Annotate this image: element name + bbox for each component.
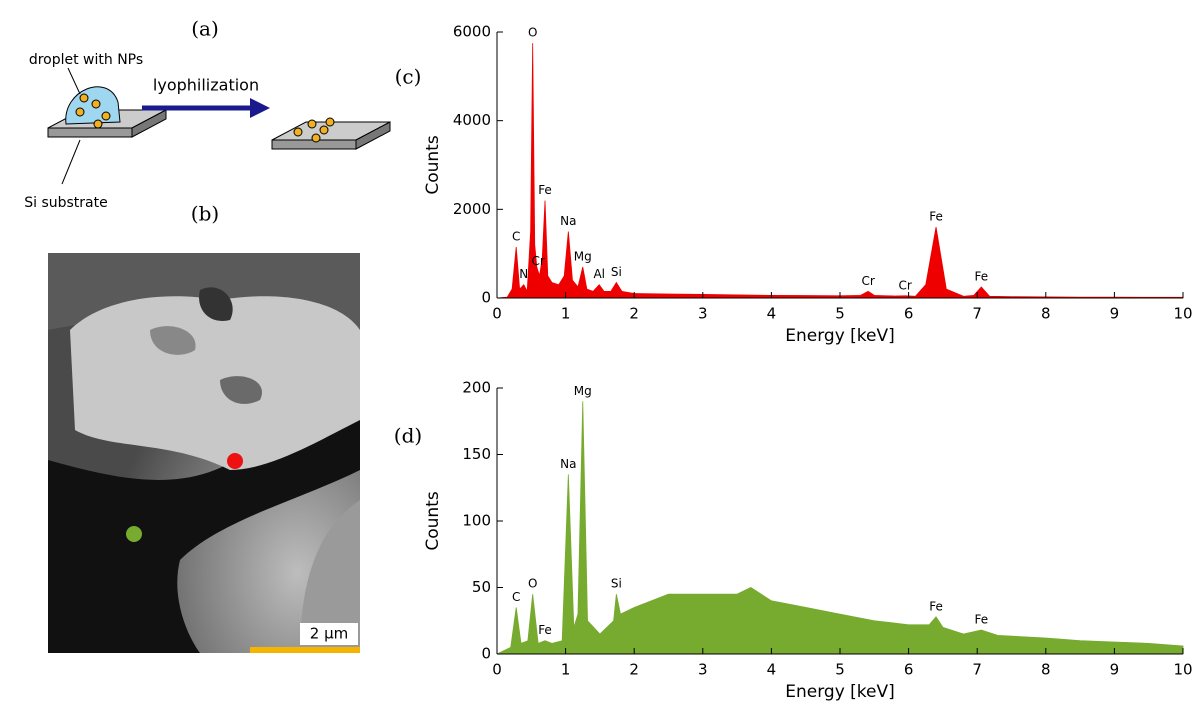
y-tick-label: 2000 bbox=[453, 200, 491, 218]
y-axis-label: Counts bbox=[423, 491, 443, 550]
x-axis-label: Energy [keV] bbox=[785, 682, 895, 702]
panel-label: (c) bbox=[395, 65, 422, 89]
peak-label: Cr bbox=[899, 278, 912, 292]
panel-label: (a) bbox=[191, 17, 219, 41]
y-tick-label: 150 bbox=[462, 445, 491, 463]
peak-label: Mg bbox=[574, 384, 592, 398]
peak-label: Fe bbox=[974, 269, 988, 283]
peak-label: Fe bbox=[538, 623, 552, 637]
x-tick-label: 3 bbox=[698, 661, 708, 679]
x-tick-label: 5 bbox=[835, 305, 845, 323]
x-tick-label: 8 bbox=[1041, 305, 1051, 323]
diagram-label: lyophilization bbox=[153, 76, 259, 95]
peak-label: Fe bbox=[538, 183, 552, 197]
y-tick-label: 0 bbox=[481, 645, 491, 663]
peak-label: N bbox=[519, 267, 528, 281]
x-tick-label: 2 bbox=[629, 661, 639, 679]
micrograph: 2 µm bbox=[48, 253, 360, 653]
peak-label: Fe bbox=[929, 599, 943, 613]
y-tick-label: 50 bbox=[472, 578, 491, 596]
diagram-label: Si substrate bbox=[24, 195, 108, 211]
x-tick-label: 7 bbox=[972, 305, 982, 323]
x-tick-label: 1 bbox=[561, 661, 571, 679]
peak-label: C bbox=[512, 590, 520, 604]
peak-label: O bbox=[528, 577, 537, 591]
peak-label: Mg bbox=[574, 249, 592, 263]
x-tick-label: 0 bbox=[492, 661, 502, 679]
x-tick-label: 3 bbox=[698, 305, 708, 323]
panel-label: (b) bbox=[191, 202, 219, 226]
y-tick-label: 0 bbox=[481, 289, 491, 307]
x-tick-label: 7 bbox=[972, 661, 982, 679]
peak-label: Na bbox=[560, 457, 576, 471]
y-tick-label: 100 bbox=[462, 512, 491, 530]
x-tick-label: 6 bbox=[904, 305, 914, 323]
peak-label: Cr bbox=[861, 274, 874, 288]
x-tick-label: 9 bbox=[1110, 661, 1120, 679]
x-axis-label: Energy [keV] bbox=[785, 326, 895, 346]
panel-label: (d) bbox=[394, 424, 422, 448]
peak-label: Fe bbox=[929, 210, 943, 224]
x-tick-label: 10 bbox=[1173, 305, 1192, 323]
peak-label: Na bbox=[560, 214, 576, 228]
spectrum-area bbox=[496, 43, 1184, 299]
scale-bar-label: 2 µm bbox=[310, 625, 348, 643]
peak-label: Si bbox=[611, 577, 622, 591]
diagram: droplet with NPs lyophilization Si subst… bbox=[24, 52, 391, 211]
peak-label: Si bbox=[611, 265, 622, 279]
x-tick-label: 2 bbox=[629, 305, 639, 323]
peak-label: Al bbox=[593, 267, 605, 281]
y-tick-label: 200 bbox=[462, 379, 491, 397]
x-tick-label: 9 bbox=[1110, 305, 1120, 323]
x-tick-label: 0 bbox=[492, 305, 502, 323]
x-tick-label: 4 bbox=[767, 661, 777, 679]
x-tick-label: 6 bbox=[904, 661, 914, 679]
peak-label: C bbox=[512, 230, 520, 244]
x-tick-label: 4 bbox=[767, 305, 777, 323]
y-tick-label: 4000 bbox=[453, 111, 491, 129]
x-tick-label: 10 bbox=[1173, 661, 1192, 679]
peak-label: Cr bbox=[532, 254, 545, 268]
x-tick-label: 1 bbox=[561, 305, 571, 323]
y-tick-label: 6000 bbox=[453, 23, 491, 41]
diagram-label: droplet with NPs bbox=[29, 52, 143, 68]
peak-label: Fe bbox=[974, 613, 988, 627]
x-tick-label: 8 bbox=[1041, 661, 1051, 679]
peak-label: O bbox=[528, 26, 537, 40]
x-tick-label: 5 bbox=[835, 661, 845, 679]
y-axis-label: Counts bbox=[423, 135, 443, 194]
spectrum-area bbox=[496, 401, 1184, 655]
